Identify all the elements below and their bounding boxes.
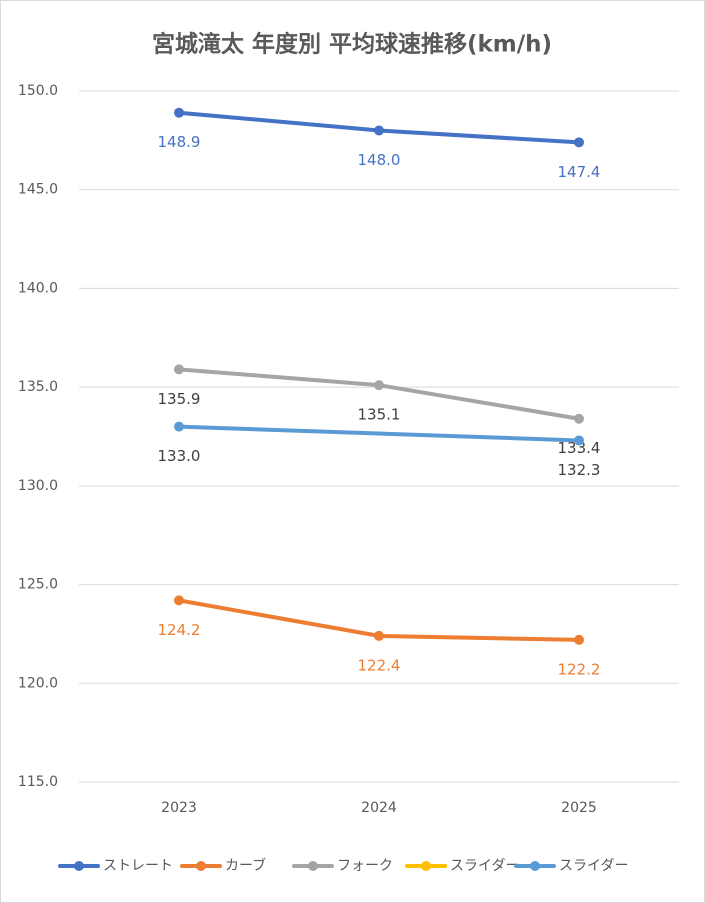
data-label: 124.2: [158, 621, 201, 639]
legend-label: スライダー: [559, 858, 628, 874]
data-label: 133.4: [558, 439, 601, 457]
data-point: [374, 125, 384, 136]
data-label: 133.0: [158, 447, 201, 465]
data-point: [174, 364, 184, 375]
legend-label: カーブ: [225, 857, 266, 874]
data-point: [574, 413, 584, 424]
y-tick-label: 130.0: [18, 478, 58, 494]
y-tick-label: 150.0: [18, 83, 58, 99]
data-label: 147.4: [558, 163, 601, 181]
chart-title: 宮城滝太 年度別 平均球速推移(km/h): [152, 31, 552, 58]
data-point: [374, 380, 384, 391]
legend-label: スライダー: [450, 858, 519, 874]
legend-marker: [74, 861, 84, 871]
data-label: 132.3: [558, 461, 601, 479]
x-tick-label: 2023: [161, 800, 197, 816]
legend-marker: [196, 861, 206, 871]
y-tick-label: 135.0: [18, 379, 58, 395]
x-tick-label: 2025: [561, 800, 597, 816]
series-line: [177, 424, 581, 443]
legend-marker: [308, 861, 318, 871]
data-label: 148.9: [158, 133, 201, 151]
data-point: [374, 630, 384, 641]
data-point: [574, 634, 584, 645]
y-tick-label: 145.0: [18, 182, 58, 198]
y-tick-label: 125.0: [18, 577, 58, 593]
data-point: [174, 595, 184, 606]
y-tick-label: 120.0: [18, 675, 58, 691]
legend-label: ストレート: [103, 858, 173, 874]
x-tick-label: 2024: [361, 800, 397, 816]
data-label: 135.1: [358, 406, 401, 424]
data-label: 148.0: [358, 151, 401, 169]
data-label: 135.9: [158, 390, 201, 408]
data-label: 122.2: [558, 660, 601, 678]
data-point: [174, 107, 184, 118]
y-tick-label: 140.0: [18, 280, 58, 296]
y-tick-label: 115.0: [18, 774, 58, 790]
data-point: [574, 435, 584, 446]
legend-label: フォーク: [337, 858, 393, 874]
data-point: [174, 421, 184, 432]
data-point: [574, 137, 584, 148]
legend-marker: [421, 861, 431, 871]
legend-marker: [530, 861, 540, 871]
data-label: 122.4: [358, 656, 401, 674]
